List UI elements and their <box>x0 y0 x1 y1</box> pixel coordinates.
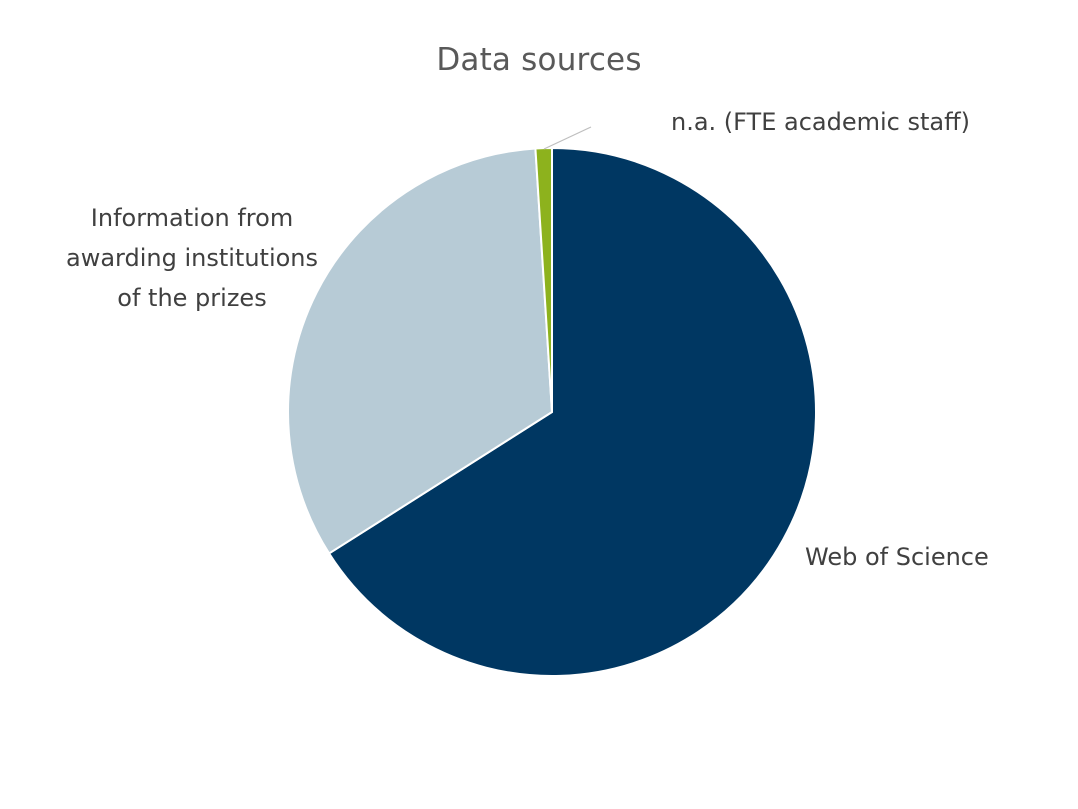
slice-label-na-fte-academic-staff: n.a. (FTE academic staff) <box>671 108 971 136</box>
slice-label-awarding-institutions: Information from awarding institutions o… <box>65 204 319 312</box>
leader-line-na <box>543 126 592 150</box>
pie-slice-awarding-institutions <box>287 147 553 555</box>
pie-slice-na-fte-academic-staff <box>534 147 553 413</box>
pie-slice-web-of-science <box>328 147 817 677</box>
slice-label-web-of-science: Web of Science <box>805 543 989 571</box>
pie-slices <box>287 147 817 677</box>
chart-title: Data sources <box>436 42 642 78</box>
